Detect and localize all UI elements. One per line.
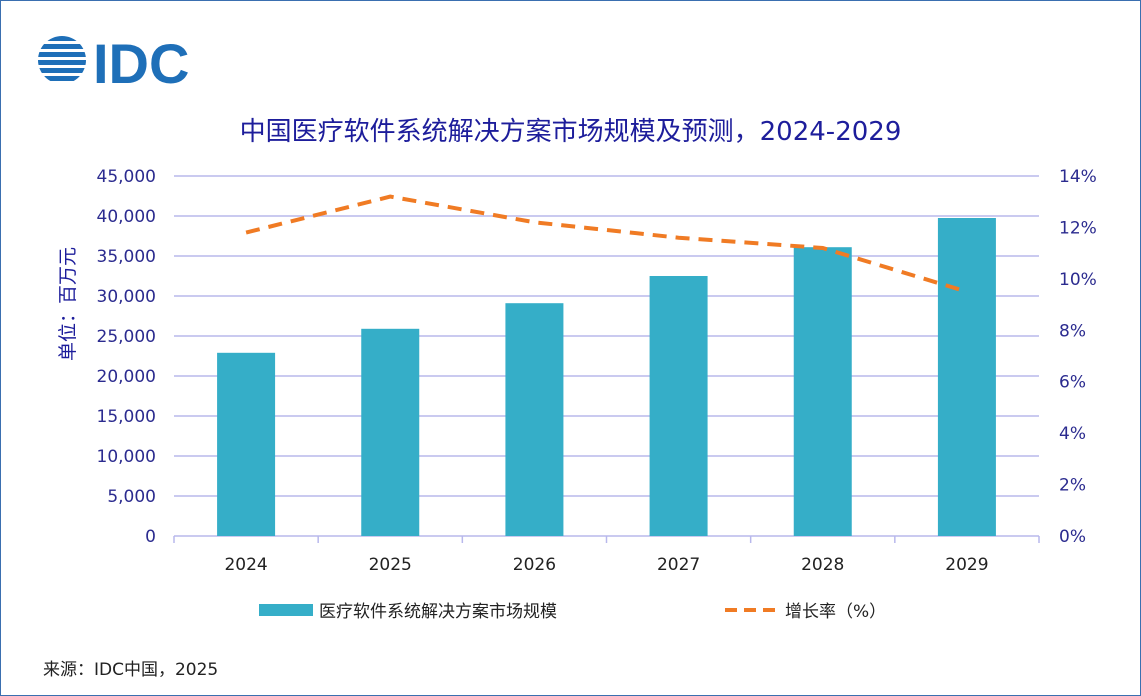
y2-tick-label: 2% [1059,476,1086,496]
bar [937,218,996,536]
y-tick-label: 45,000 [97,167,156,187]
legend-item-bars: 医疗软件系统解决方案市场规模 [259,597,557,622]
svg-text:IDC: IDC [93,32,189,91]
growth-rate-line [245,194,968,294]
y-tick-label: 30,000 [97,287,156,307]
legend-label: 医疗软件系统解决方案市场规模 [319,602,557,622]
y-tick-label: 20,000 [97,367,156,387]
x-tick-label: 2024 [224,555,267,575]
y2-tick-label: 14% [1059,167,1097,187]
y2-tick-label: 12% [1059,218,1097,238]
x-tick-label: 2028 [801,555,844,575]
bar [505,303,564,536]
legend-label: 增长率（%） [785,602,887,622]
y2-tick-label: 0% [1059,527,1086,547]
y-tick-label: 25,000 [97,327,156,347]
source-note: 来源：IDC中国，2025 [43,660,219,680]
y-tick-label: 35,000 [97,247,156,267]
legend-bar-swatch [259,603,313,616]
legend-line-swatch [725,607,781,612]
bar [793,247,852,536]
x-tick-label: 2027 [657,555,700,575]
y-tick-label: 0 [145,527,156,547]
y-tick-label: 5,000 [107,487,156,507]
x-tick-label: 2025 [369,555,412,575]
legend-item-line: 增长率（%） [723,597,886,622]
bar [217,352,276,536]
y-tick-label: 15,000 [97,407,156,427]
y2-tick-label: 4% [1059,424,1086,444]
x-tick-label: 2029 [945,555,988,575]
y2-tick-label: 8% [1059,321,1086,341]
y2-tick-label: 6% [1059,373,1086,393]
y2-tick-label: 10% [1059,270,1097,290]
chart-title: 中国医疗软件系统解决方案市场规模及预测，2024-2029 [239,117,902,147]
bar [361,328,420,536]
bar [649,276,708,536]
idc-logo: IDC [38,32,189,91]
y-tick-label: 10,000 [97,447,156,467]
y-tick-label: 40,000 [97,207,156,227]
x-tick-label: 2026 [513,555,556,575]
